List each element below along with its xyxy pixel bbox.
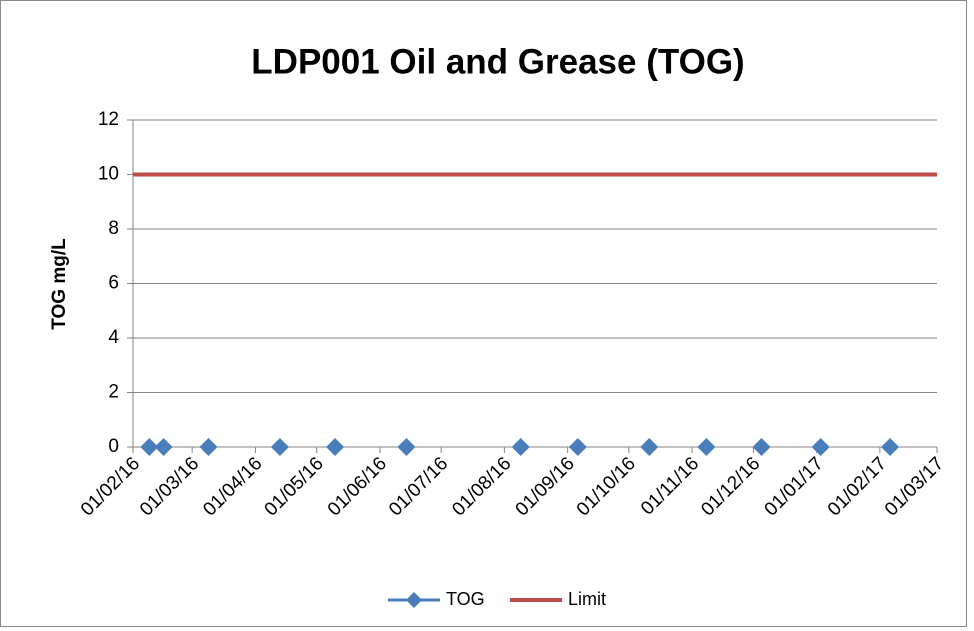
y-tick-label: 4 — [108, 327, 119, 348]
y-axis-label: TOG mg/L — [49, 238, 70, 330]
y-tick-label: 0 — [108, 436, 119, 457]
data-point — [697, 438, 716, 456]
data-point — [270, 438, 289, 456]
legend-marker — [406, 592, 422, 608]
data-point — [140, 438, 159, 456]
y-tick-label: 2 — [108, 382, 119, 403]
data-point — [568, 438, 587, 456]
data-point — [397, 438, 416, 456]
data-point — [811, 438, 830, 456]
data-point — [326, 438, 345, 456]
data-point — [881, 438, 900, 456]
data-point — [199, 438, 218, 456]
data-point — [640, 438, 659, 456]
y-tick-label: 8 — [108, 218, 119, 239]
y-tick-label: 10 — [98, 164, 119, 185]
data-point — [154, 438, 173, 456]
data-point — [511, 438, 530, 456]
y-tick-label: 6 — [108, 273, 119, 294]
chart-title: LDP001 Oil and Grease (TOG) — [251, 42, 744, 81]
y-tick-label: 12 — [98, 109, 119, 130]
legend-label: Limit — [568, 589, 606, 609]
legend-label: TOG — [446, 589, 485, 609]
data-point — [752, 438, 771, 456]
